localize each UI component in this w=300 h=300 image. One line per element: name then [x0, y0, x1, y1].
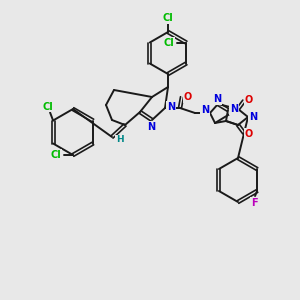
Text: F: F: [251, 198, 257, 208]
Text: O: O: [184, 92, 192, 102]
Text: O: O: [245, 95, 253, 105]
Text: Cl: Cl: [43, 101, 53, 112]
Text: Cl: Cl: [51, 150, 62, 160]
Text: Cl: Cl: [164, 38, 175, 47]
Text: N: N: [147, 122, 155, 132]
Text: Cl: Cl: [163, 13, 173, 23]
Text: H: H: [116, 136, 124, 145]
Text: N: N: [213, 94, 221, 104]
Text: N: N: [230, 104, 238, 114]
Text: N: N: [249, 112, 257, 122]
Text: O: O: [245, 129, 253, 139]
Text: N: N: [167, 102, 175, 112]
Text: N: N: [201, 105, 209, 115]
